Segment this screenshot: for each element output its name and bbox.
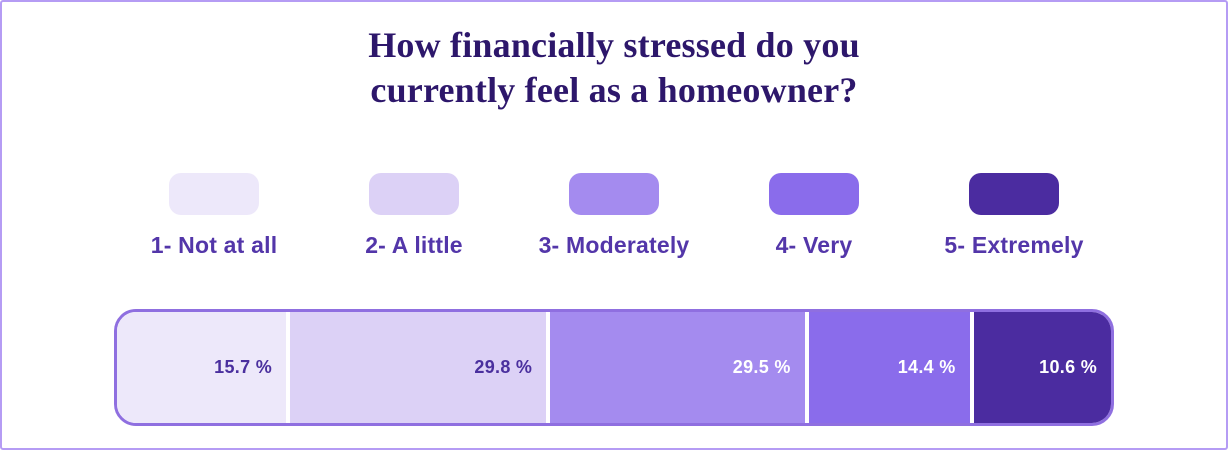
bar-segment-very: 14.4 % — [808, 312, 970, 423]
bar-segment-extremely: 10.6 % — [973, 312, 1111, 423]
stacked-bar: 15.7 % 29.8 % 29.5 % 14.4 % 10.6 % — [114, 309, 1114, 426]
legend-item-not-at-all: 1- Not at all — [114, 173, 314, 259]
legend-swatch — [969, 173, 1059, 215]
legend-swatch — [569, 173, 659, 215]
legend-label: 1- Not at all — [150, 232, 278, 258]
legend-item-extremely: 5- Extremely — [914, 173, 1114, 259]
title-line-1: How financially stressed do you — [368, 25, 860, 65]
title-line-2: currently feel as a homeowner? — [370, 70, 858, 110]
legend-label: 5- Extremely — [944, 232, 1084, 258]
legend-item-moderately: 3- Moderately — [514, 173, 714, 259]
legend-swatch — [769, 173, 859, 215]
segment-value-label: 15.7 % — [214, 357, 272, 377]
legend-swatch — [369, 173, 459, 215]
legend-label: 2- A little — [365, 232, 463, 258]
legend-item-very: 4- Very — [714, 173, 914, 259]
legend-swatch — [169, 173, 259, 215]
bar-segment-not-at-all: 15.7 % — [117, 312, 286, 423]
bar-segment-a-little: 29.8 % — [290, 312, 547, 423]
legend-label: 3- Moderately — [538, 232, 690, 258]
legend: 1- Not at all 2- A little 3- Moderately … — [114, 173, 1114, 259]
legend-label: 4- Very — [775, 232, 853, 258]
segment-value-label: 10.6 % — [1039, 357, 1098, 377]
legend-item-a-little: 2- A little — [314, 173, 514, 259]
page-title: How financially stressed do you currentl… — [2, 23, 1226, 113]
segment-value-label: 14.4 % — [897, 357, 956, 377]
segment-value-label: 29.8 % — [474, 357, 533, 377]
bar-segment-moderately: 29.5 % — [550, 312, 805, 423]
segment-value-label: 29.5 % — [732, 357, 791, 377]
